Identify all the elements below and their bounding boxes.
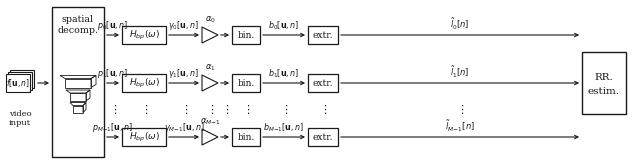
- Text: extr.: extr.: [313, 79, 333, 87]
- Text: $p_1[\mathbf{u},n]$: $p_1[\mathbf{u},n]$: [97, 67, 129, 80]
- Text: bin.: bin.: [237, 31, 255, 39]
- Text: $\vdots$: $\vdots$: [242, 102, 250, 116]
- Text: RR.: RR.: [595, 72, 613, 82]
- Text: $\alpha_{M\!-\!1}$: $\alpha_{M\!-\!1}$: [200, 116, 221, 127]
- FancyBboxPatch shape: [10, 70, 34, 88]
- FancyBboxPatch shape: [308, 26, 338, 44]
- FancyBboxPatch shape: [308, 74, 338, 92]
- Text: $\vdots$: $\vdots$: [109, 102, 117, 116]
- Text: $\gamma_{M\!-\!1}[\mathbf{u},n]$: $\gamma_{M\!-\!1}[\mathbf{u},n]$: [164, 121, 204, 134]
- FancyBboxPatch shape: [308, 128, 338, 146]
- Text: $\alpha_1$: $\alpha_1$: [205, 63, 215, 73]
- Text: bin.: bin.: [237, 132, 255, 142]
- Text: $\vdots$: $\vdots$: [280, 102, 288, 116]
- Text: $b_0[\mathbf{u},n]$: $b_0[\mathbf{u},n]$: [268, 19, 300, 32]
- Text: $\tilde{l}_0[n]$: $\tilde{l}_0[n]$: [451, 17, 470, 32]
- Text: $\tilde{l}_1[n]$: $\tilde{l}_1[n]$: [451, 65, 470, 80]
- Text: extr.: extr.: [313, 132, 333, 142]
- FancyBboxPatch shape: [122, 128, 166, 146]
- Text: $\vdots$: $\vdots$: [319, 102, 327, 116]
- Text: $\vdots$: $\vdots$: [140, 102, 148, 116]
- FancyBboxPatch shape: [232, 26, 260, 44]
- Text: $b_1[\mathbf{u},n]$: $b_1[\mathbf{u},n]$: [268, 67, 300, 80]
- Text: $\gamma_0[\mathbf{u},n]$: $\gamma_0[\mathbf{u},n]$: [168, 19, 200, 32]
- Text: $H_{bp}(\omega)$: $H_{bp}(\omega)$: [129, 28, 159, 42]
- Text: $H_{bp}(\omega)$: $H_{bp}(\omega)$: [129, 76, 159, 90]
- Text: $p_0[\mathbf{u},n]$: $p_0[\mathbf{u},n]$: [97, 19, 129, 32]
- FancyBboxPatch shape: [582, 52, 626, 114]
- Text: estim.: estim.: [588, 86, 620, 96]
- Text: extr.: extr.: [313, 31, 333, 39]
- Text: spatial
decomp.: spatial decomp.: [58, 15, 99, 35]
- FancyBboxPatch shape: [122, 26, 166, 44]
- Text: $\vdots$: $\vdots$: [206, 102, 214, 116]
- Text: $\tilde{l}_{M\!-\!1}[n]$: $\tilde{l}_{M\!-\!1}[n]$: [445, 119, 475, 134]
- FancyBboxPatch shape: [232, 128, 260, 146]
- Text: video
input: video input: [9, 110, 31, 127]
- FancyBboxPatch shape: [8, 72, 32, 90]
- Text: $H_{bp}(\omega)$: $H_{bp}(\omega)$: [129, 131, 159, 144]
- FancyBboxPatch shape: [6, 74, 30, 92]
- Text: bin.: bin.: [237, 79, 255, 87]
- FancyBboxPatch shape: [122, 74, 166, 92]
- Text: $p_{M\!-\!1}[\mathbf{u},n]$: $p_{M\!-\!1}[\mathbf{u},n]$: [92, 121, 134, 134]
- Text: $b_{M\!-\!1}[\mathbf{u},n]$: $b_{M\!-\!1}[\mathbf{u},n]$: [263, 121, 305, 134]
- Text: $\alpha_0$: $\alpha_0$: [205, 15, 216, 25]
- Text: $\gamma_1[\mathbf{u},n]$: $\gamma_1[\mathbf{u},n]$: [168, 67, 200, 80]
- Text: $f[\mathbf{u},n]$: $f[\mathbf{u},n]$: [6, 77, 30, 89]
- FancyBboxPatch shape: [232, 74, 260, 92]
- FancyBboxPatch shape: [52, 7, 104, 157]
- Text: $\vdots$: $\vdots$: [221, 102, 229, 116]
- Text: $\vdots$: $\vdots$: [180, 102, 188, 116]
- Text: $\vdots$: $\vdots$: [456, 102, 464, 116]
